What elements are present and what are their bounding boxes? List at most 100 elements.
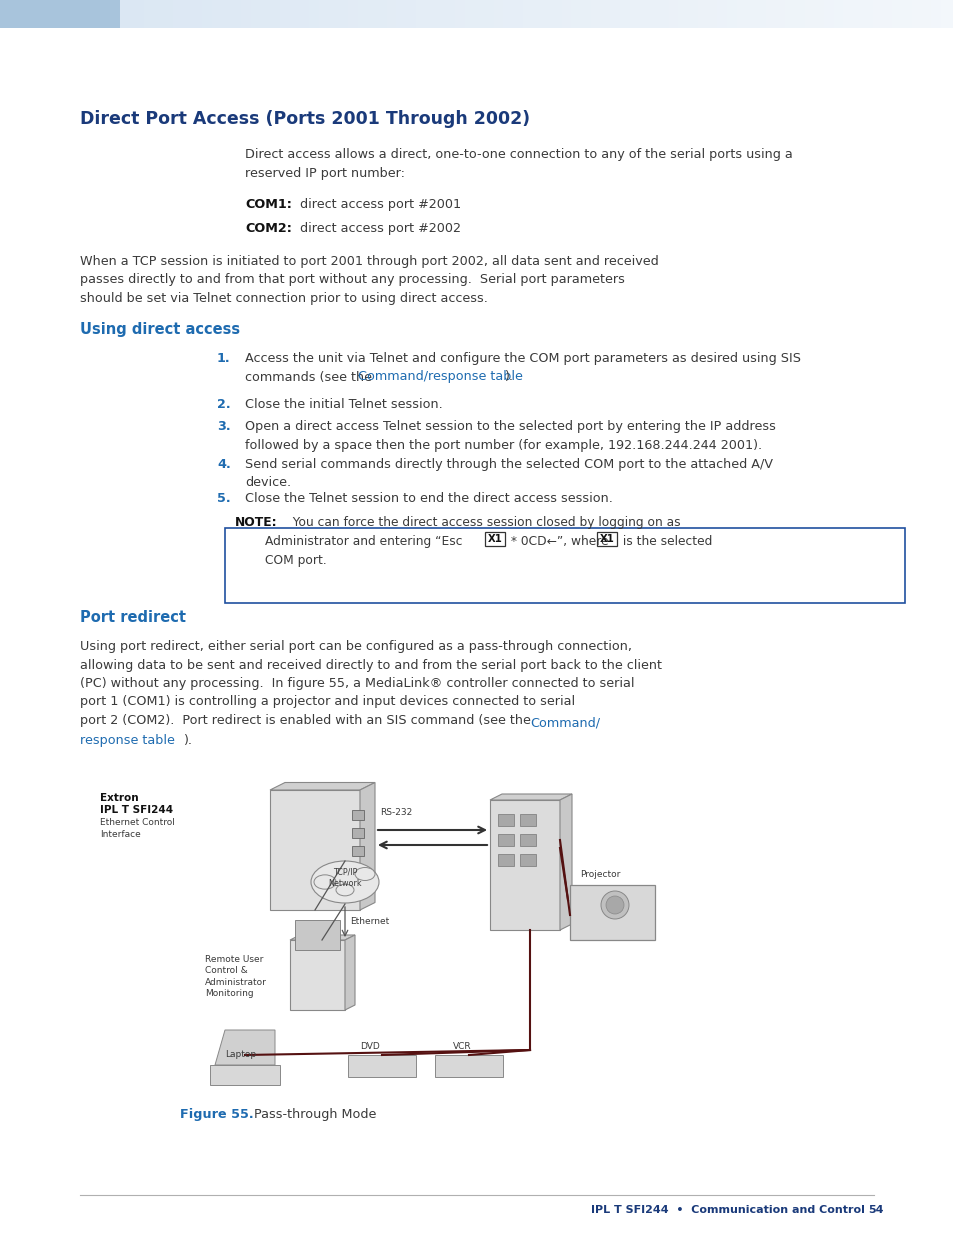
- Bar: [213, 0, 214, 28]
- Bar: [945, 0, 946, 28]
- Bar: [469, 0, 470, 28]
- Bar: [399, 0, 400, 28]
- Bar: [471, 0, 472, 28]
- Bar: [877, 0, 878, 28]
- Bar: [576, 0, 577, 28]
- Bar: [271, 0, 272, 28]
- Text: When a TCP session is initiated to port 2001 through port 2002, all data sent an: When a TCP session is initiated to port …: [80, 254, 659, 305]
- Text: * 0CD←”, where: * 0CD←”, where: [506, 535, 612, 548]
- Bar: [63, 0, 64, 28]
- Bar: [638, 0, 639, 28]
- Bar: [854, 0, 855, 28]
- Bar: [516, 0, 517, 28]
- Text: 2.: 2.: [216, 398, 231, 411]
- Bar: [782, 0, 783, 28]
- Bar: [711, 0, 712, 28]
- Bar: [692, 0, 693, 28]
- Bar: [426, 0, 427, 28]
- Bar: [223, 0, 224, 28]
- Bar: [739, 0, 740, 28]
- Bar: [334, 0, 335, 28]
- Bar: [935, 0, 936, 28]
- Bar: [710, 0, 711, 28]
- Bar: [730, 0, 731, 28]
- Bar: [387, 0, 388, 28]
- Bar: [572, 0, 573, 28]
- Bar: [229, 0, 230, 28]
- Bar: [540, 0, 541, 28]
- Bar: [813, 0, 814, 28]
- Bar: [875, 0, 876, 28]
- Bar: [41, 0, 42, 28]
- Bar: [867, 0, 868, 28]
- Bar: [56, 0, 57, 28]
- Bar: [117, 0, 118, 28]
- Bar: [844, 0, 845, 28]
- Bar: [291, 0, 292, 28]
- Bar: [488, 0, 489, 28]
- Bar: [242, 0, 243, 28]
- Bar: [454, 0, 455, 28]
- Text: Figure 55.: Figure 55.: [180, 1108, 253, 1121]
- Text: NOTE:: NOTE:: [234, 516, 277, 529]
- Bar: [811, 0, 812, 28]
- Bar: [413, 0, 414, 28]
- Bar: [669, 0, 670, 28]
- Bar: [233, 0, 234, 28]
- Bar: [263, 0, 264, 28]
- Bar: [53, 0, 54, 28]
- Bar: [125, 0, 126, 28]
- Text: is the selected: is the selected: [618, 535, 712, 548]
- Ellipse shape: [314, 874, 335, 889]
- Bar: [322, 0, 323, 28]
- Bar: [21, 0, 22, 28]
- Bar: [792, 0, 793, 28]
- Bar: [137, 0, 138, 28]
- Bar: [498, 0, 499, 28]
- Bar: [108, 0, 109, 28]
- Bar: [431, 0, 432, 28]
- Bar: [719, 0, 720, 28]
- Bar: [358, 0, 359, 28]
- Bar: [493, 0, 494, 28]
- Bar: [251, 0, 252, 28]
- Bar: [705, 0, 706, 28]
- Bar: [628, 0, 629, 28]
- Bar: [896, 0, 897, 28]
- Bar: [691, 0, 692, 28]
- Bar: [842, 0, 843, 28]
- Bar: [939, 0, 940, 28]
- Bar: [917, 0, 918, 28]
- Bar: [267, 0, 268, 28]
- Bar: [449, 0, 450, 28]
- Bar: [43, 0, 44, 28]
- Bar: [743, 0, 744, 28]
- Bar: [863, 0, 864, 28]
- Bar: [803, 0, 804, 28]
- Bar: [249, 0, 250, 28]
- Bar: [750, 0, 751, 28]
- Bar: [908, 0, 909, 28]
- Bar: [35, 0, 36, 28]
- Bar: [2, 0, 3, 28]
- Bar: [331, 0, 332, 28]
- Bar: [84, 0, 85, 28]
- Text: Projector: Projector: [579, 869, 619, 879]
- Bar: [290, 940, 345, 1010]
- Bar: [757, 0, 758, 28]
- Bar: [629, 0, 630, 28]
- Bar: [50, 0, 51, 28]
- Bar: [817, 0, 818, 28]
- Bar: [530, 0, 531, 28]
- Bar: [374, 0, 375, 28]
- Text: 3.: 3.: [216, 420, 231, 433]
- Bar: [34, 0, 35, 28]
- Bar: [29, 0, 30, 28]
- Bar: [13, 0, 14, 28]
- Bar: [596, 0, 597, 28]
- Bar: [602, 0, 603, 28]
- Bar: [788, 0, 789, 28]
- Bar: [496, 0, 497, 28]
- Bar: [497, 834, 514, 846]
- Bar: [457, 0, 458, 28]
